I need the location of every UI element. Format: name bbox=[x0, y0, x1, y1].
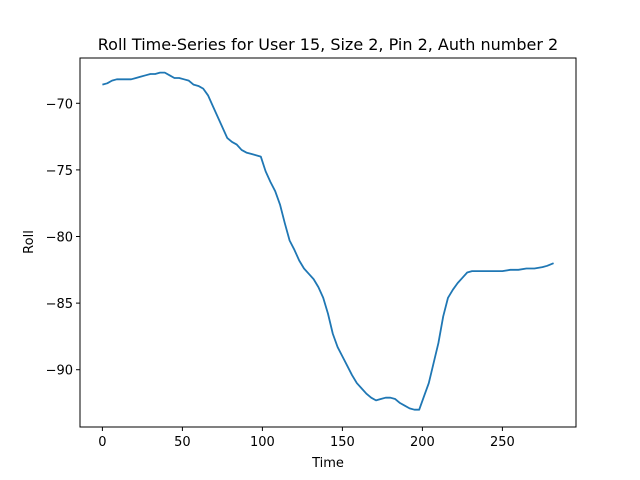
series-line-0 bbox=[102, 71, 554, 411]
plot-frame bbox=[79, 57, 577, 428]
y-tick-label: −85 bbox=[46, 297, 73, 312]
x-tick-label: 0 bbox=[98, 435, 106, 450]
x-axis-label: Time bbox=[311, 456, 344, 471]
y-axis-label: Roll bbox=[22, 230, 37, 254]
y-tick-label: −75 bbox=[46, 164, 73, 179]
x-tick-label: 200 bbox=[410, 435, 435, 450]
y-tick-label: −90 bbox=[46, 364, 73, 379]
x-tick-label: 250 bbox=[490, 435, 515, 450]
x-axis: 0 50 100 150 200 250 bbox=[98, 427, 515, 450]
y-axis: −90 −85 −80 −75 −70 bbox=[46, 97, 80, 379]
y-tick-label: −70 bbox=[46, 97, 73, 112]
x-tick-label: 150 bbox=[330, 435, 355, 450]
x-tick-label: 100 bbox=[250, 435, 275, 450]
x-tick-label: 50 bbox=[174, 435, 191, 450]
plot-area bbox=[102, 71, 554, 411]
y-tick-label: −80 bbox=[46, 231, 73, 246]
chart-title: Roll Time-Series for User 15, Size 2, Pi… bbox=[98, 35, 558, 54]
